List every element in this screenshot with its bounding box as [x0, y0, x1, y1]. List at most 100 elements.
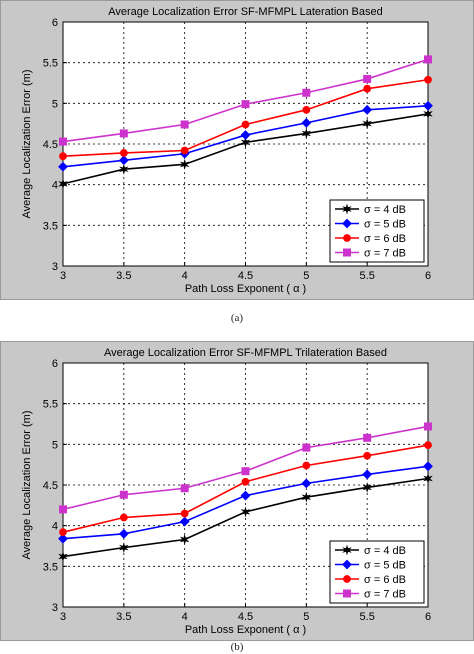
legend-item-2: σ = 5 dB: [335, 560, 406, 572]
marker-star: [119, 163, 129, 175]
marker-square: [363, 74, 372, 83]
marker-circle: [302, 461, 311, 470]
marker-star: [423, 108, 433, 120]
marker-square: [59, 137, 67, 146]
marker-circle: [180, 146, 189, 155]
marker-circle: [363, 451, 372, 460]
marker-diamond: [118, 155, 129, 166]
legend-item-2: σ = 5 dB: [335, 219, 406, 231]
marker-square: [119, 129, 128, 138]
legend-item-1: σ = 4 dB: [335, 544, 406, 557]
chart-panel-b: 3 3.5 4 4.5 5 5.5 6 3 3.5 4 4.5 5 5.5 6 Average Locali…: [0, 341, 474, 641]
legend-label: σ = 4 dB: [364, 545, 406, 557]
marker-star: [301, 491, 312, 503]
legend-label: σ = 6 dB: [364, 574, 406, 586]
x-tick-label: 3.5: [116, 270, 131, 282]
x-axis-label: Path Loss Exponent ( α ): [185, 283, 306, 295]
marker-star: [58, 178, 68, 190]
legend-item-3: σ = 6 dB: [335, 574, 406, 586]
marker-diamond: [362, 469, 373, 480]
marker-star: [342, 544, 352, 556]
marker-circle: [59, 152, 67, 161]
y-tick-label: 3: [52, 602, 58, 614]
x-tick-label: 5.5: [360, 611, 375, 623]
marker-circle: [343, 575, 351, 583]
marker-star: [58, 551, 68, 563]
x-tick-label: 6: [425, 270, 431, 282]
x-tick-label: 4.5: [238, 270, 253, 282]
legend-label: σ = 7 dB: [364, 248, 406, 260]
marker-star: [362, 481, 372, 493]
y-tick-label: 6: [52, 358, 58, 370]
marker-square: [363, 433, 372, 442]
marker-star: [240, 506, 251, 518]
y-tick-label: 3.5: [43, 220, 58, 232]
marker-star: [240, 136, 251, 148]
legend-label: σ = 7 dB: [364, 589, 406, 601]
y-axis-label: Average Localization Error (m): [21, 70, 33, 219]
y-tick-label: 6: [52, 17, 58, 29]
marker-circle: [241, 477, 250, 486]
legend-item-3: σ = 6 dB: [335, 233, 406, 245]
marker-square: [59, 505, 67, 514]
y-tick-label: 4.5: [43, 139, 58, 151]
legend-item-4: σ = 7 dB: [335, 589, 406, 601]
x-axis-label: Path Loss Exponent ( α ): [185, 624, 306, 636]
y-tick-label: 5: [52, 439, 58, 451]
y-axis-label: Average Localization Error (m): [21, 411, 33, 560]
series-4: [59, 55, 432, 146]
series-3: [59, 441, 432, 537]
x-tick-label: 4: [182, 611, 188, 623]
y-tick-label: 5.5: [43, 58, 58, 70]
caption-a: (a): [230, 312, 244, 324]
marker-square: [302, 88, 311, 97]
marker-star: [119, 542, 129, 554]
marker-circle: [343, 234, 351, 242]
legend: σ = 4 dB σ = 5 dB σ = 6 dB σ = 7 dB: [329, 199, 425, 263]
marker-star: [362, 118, 372, 130]
x-tick-label: 3: [60, 611, 66, 623]
y-tick-label: 3: [52, 261, 58, 273]
marker-square: [424, 422, 432, 431]
marker-diamond: [423, 100, 433, 111]
marker-square: [180, 120, 189, 129]
chart-title: Average Localization Error SF-MFMPL Tril…: [104, 347, 387, 359]
legend-label: σ = 5 dB: [364, 219, 406, 231]
marker-square: [241, 467, 250, 476]
series-2: [58, 461, 433, 544]
marker-square: [119, 490, 128, 499]
legend-label: σ = 6 dB: [364, 233, 406, 245]
marker-circle: [302, 105, 311, 114]
marker-diamond: [58, 533, 68, 544]
caption-b: (b): [230, 641, 244, 653]
marker-diamond: [118, 528, 129, 539]
marker-square: [343, 248, 351, 257]
series-1: [58, 473, 433, 563]
marker-square: [343, 589, 351, 598]
marker-circle: [59, 528, 67, 537]
x-tick-label: 5: [303, 270, 309, 282]
x-tick-label: 5.5: [360, 270, 375, 282]
marker-square: [180, 484, 189, 493]
marker-diamond: [342, 559, 352, 570]
legend-label: σ = 5 dB: [364, 560, 406, 572]
x-tick-label: 4: [182, 270, 188, 282]
marker-diamond: [362, 104, 373, 115]
marker-square: [424, 55, 432, 64]
y-tick-label: 5.5: [43, 399, 58, 411]
y-tick-label: 4: [52, 521, 58, 533]
series-3: [59, 75, 432, 161]
legend-item-4: σ = 7 dB: [335, 248, 406, 260]
marker-star: [179, 158, 190, 170]
legend-label: σ = 4 dB: [364, 204, 406, 216]
marker-diamond: [179, 516, 190, 527]
x-tick-label: 3.5: [116, 611, 131, 623]
chart-a: 3 3.5 4 4.5 5 5.5 6 3 3.5 4 4.5 5 5.5 6 Average Locali…: [0, 0, 474, 300]
y-tick-label: 4: [52, 180, 58, 192]
marker-square: [302, 443, 311, 452]
x-tick-label: 3: [60, 270, 66, 282]
marker-circle: [119, 149, 128, 157]
series-4: [59, 422, 432, 514]
x-tick-label: 4.5: [238, 611, 253, 623]
marker-diamond: [58, 161, 68, 172]
